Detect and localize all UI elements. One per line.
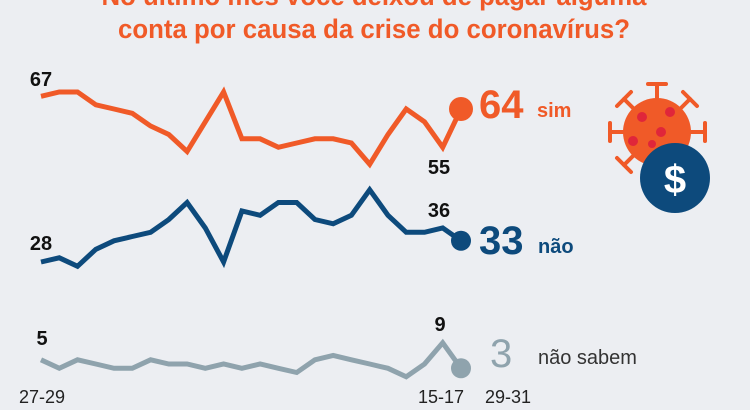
sim-end-point: [449, 97, 473, 121]
sim-final-value: 64: [479, 83, 524, 127]
dollar-icon: $: [640, 143, 710, 213]
sim-annotated-label: 55: [428, 157, 450, 179]
nao-sabem-annotated-label: 9: [434, 314, 445, 336]
nao-sabem-end-point: [451, 358, 471, 379]
sim-start-label: 67: [30, 69, 52, 91]
nao-sabem-legend-label: não sabem: [538, 347, 637, 369]
nao-end-point: [451, 230, 471, 251]
chart-title-line-2: conta por causa da crise do coronavírus?: [118, 14, 630, 44]
nao-legend-label: não: [538, 236, 574, 258]
nao-series-line: [40, 185, 463, 270]
dollar-symbol: $: [664, 158, 686, 202]
nao-sabem-series-line: [39, 338, 464, 380]
x-tick-label: 27-29: [19, 387, 65, 407]
sim-series-line: [40, 86, 464, 169]
nao-final-value: 33: [479, 219, 524, 263]
nao-sabem-start-label: 5: [36, 328, 47, 350]
sim-legend-label: sim: [537, 100, 571, 122]
nao-annotated-label: 36: [428, 200, 450, 222]
nao-sabem-final-value: 3: [490, 332, 512, 376]
series-lines: [39, 86, 473, 380]
chart-title-line-1: No último mês você deixou de pagar algum…: [102, 0, 648, 11]
nao-start-label: 28: [30, 233, 52, 255]
x-tick-label: 29-31: [485, 387, 531, 407]
x-tick-label: 15-17: [418, 387, 464, 407]
